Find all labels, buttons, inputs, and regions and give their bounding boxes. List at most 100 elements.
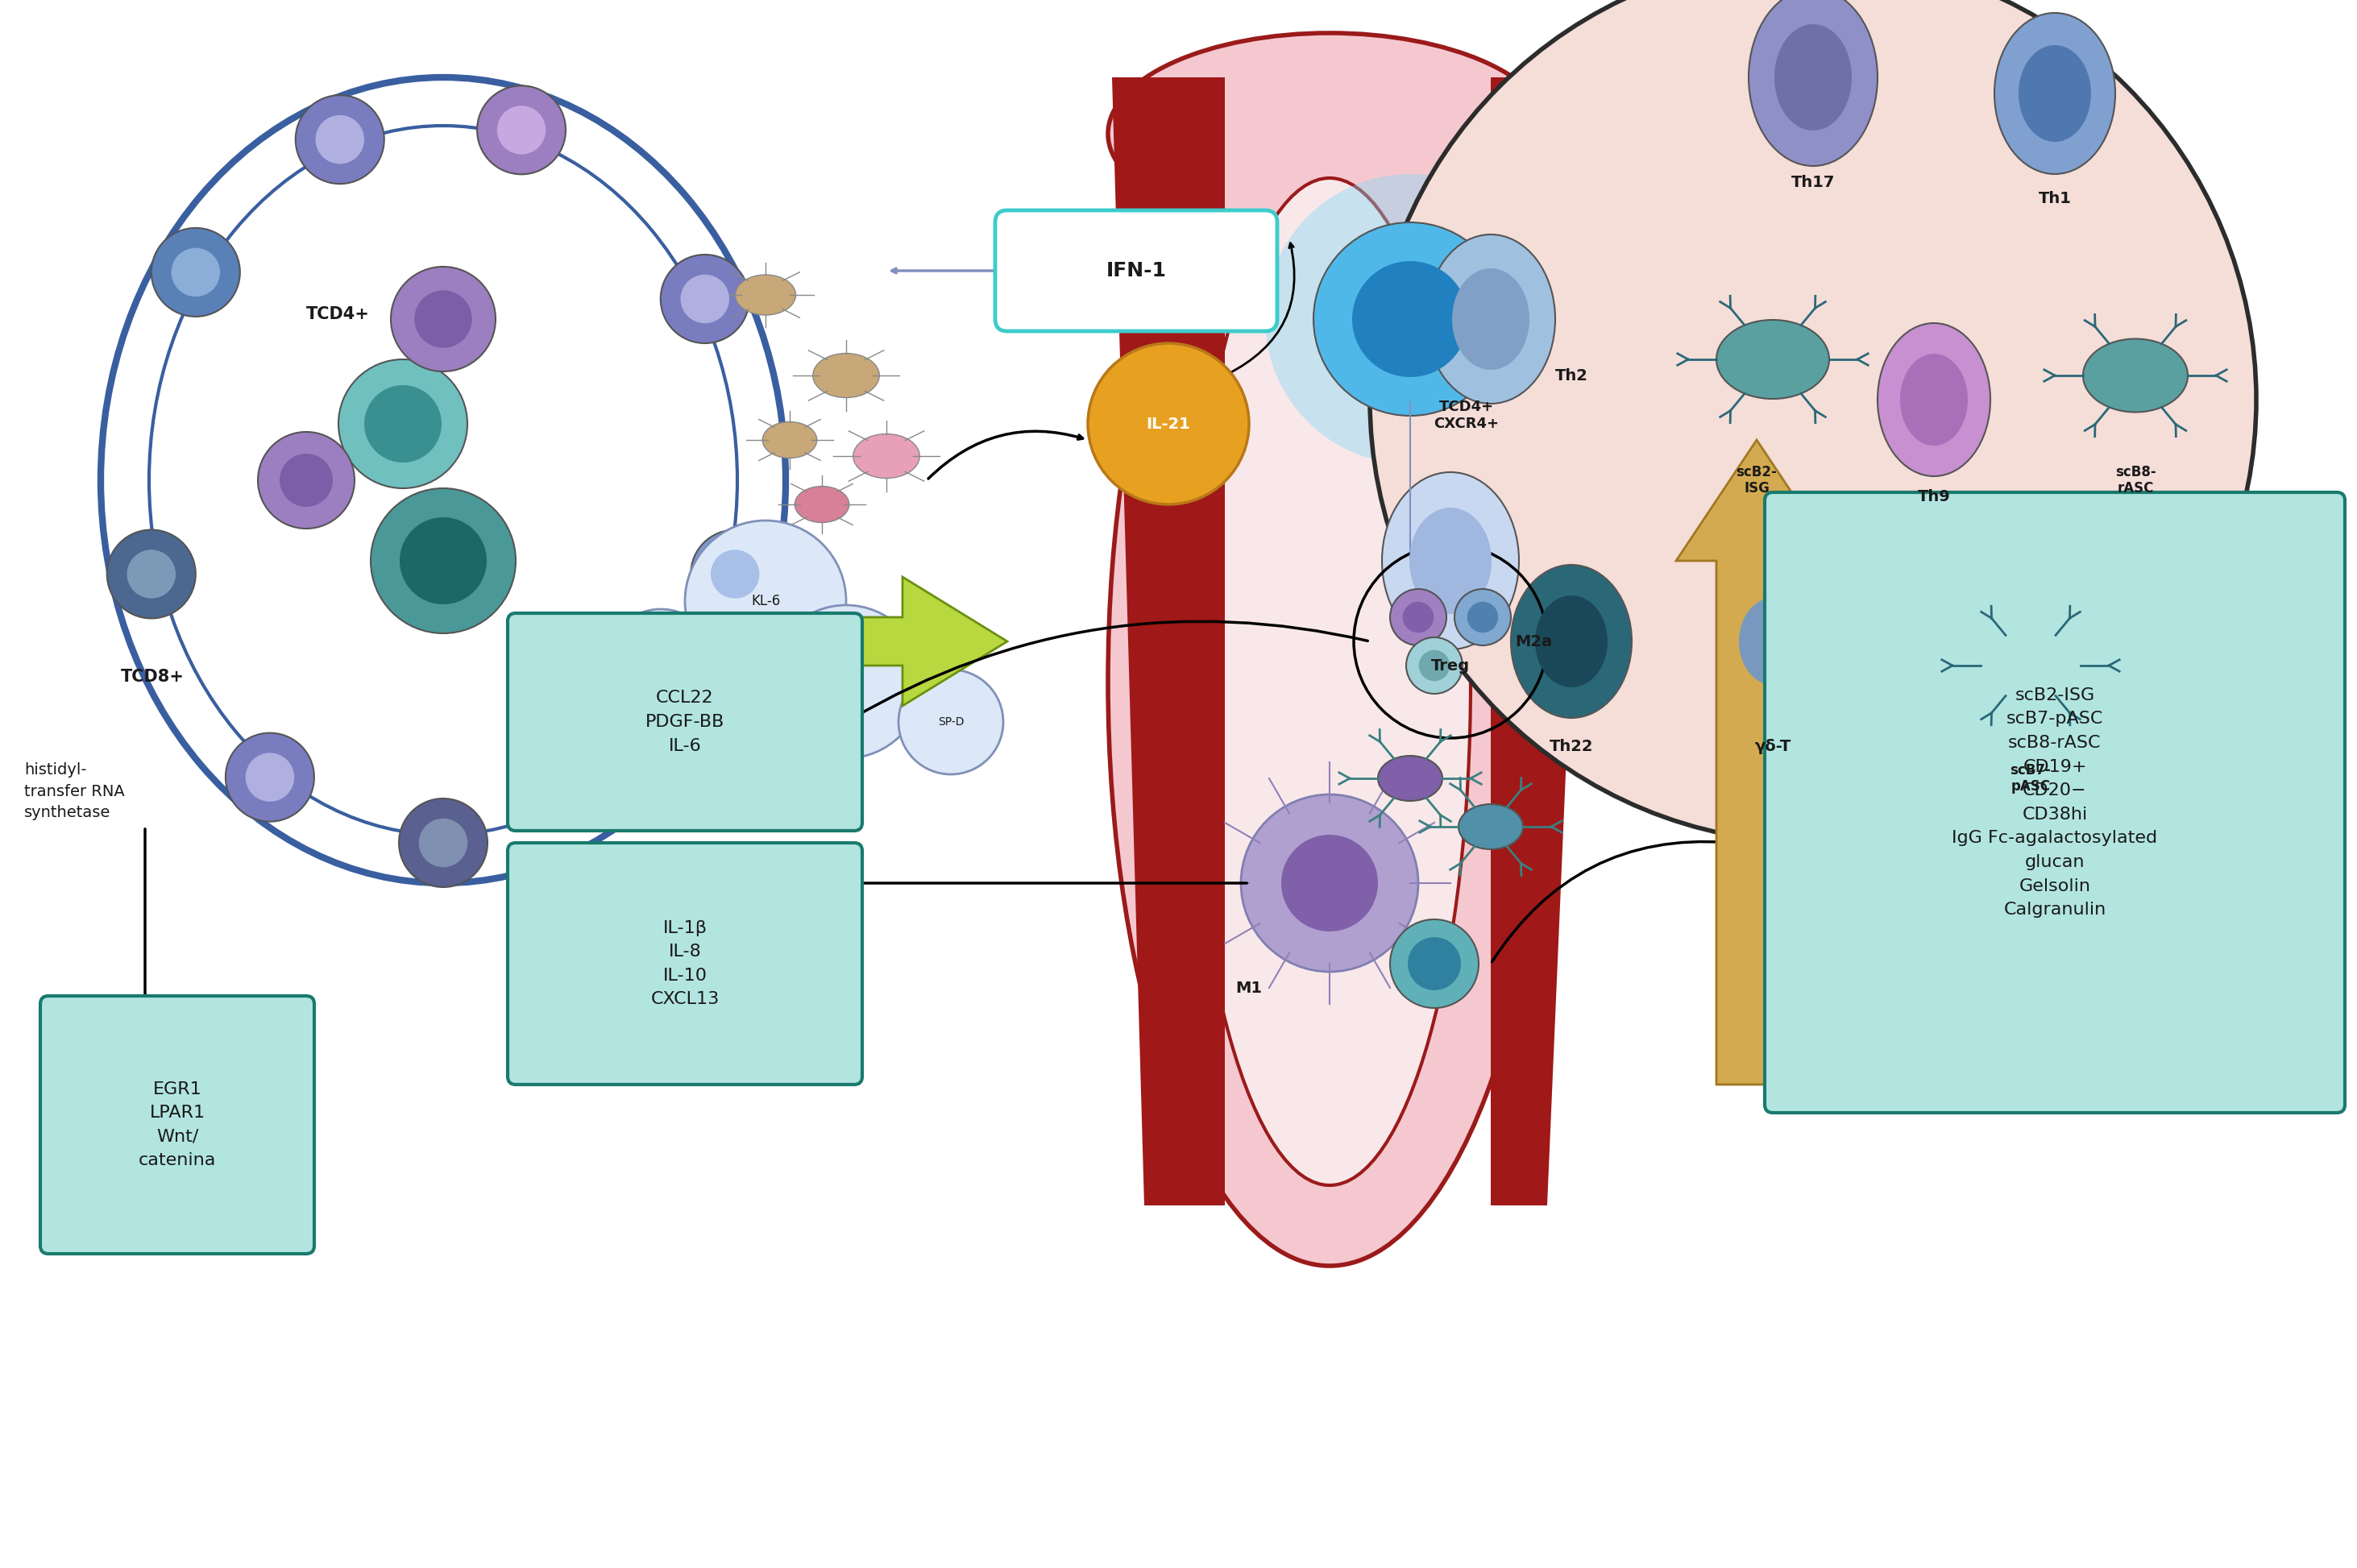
Text: TCD8+: TCD8+ <box>120 670 184 685</box>
Circle shape <box>712 550 759 599</box>
Polygon shape <box>1676 441 1836 1085</box>
Circle shape <box>339 359 467 488</box>
Text: Th2: Th2 <box>1556 368 1589 383</box>
Text: SP-D: SP-D <box>938 717 964 728</box>
FancyBboxPatch shape <box>507 844 863 1085</box>
Circle shape <box>1313 223 1506 416</box>
Circle shape <box>245 753 295 801</box>
Circle shape <box>280 453 332 506</box>
Circle shape <box>106 530 196 618</box>
Circle shape <box>1466 602 1499 633</box>
Ellipse shape <box>813 353 879 398</box>
Circle shape <box>415 290 471 348</box>
Circle shape <box>681 274 728 323</box>
Text: scB2-ISG
scB7-pASC
scB8-rASC
CD19+
CD20−
CD38hi
IgG Fc-agalactosylated
glucan
Ge: scB2-ISG scB7-pASC scB8-rASC CD19+ CD20−… <box>1952 687 2157 917</box>
FancyBboxPatch shape <box>507 613 863 831</box>
Text: IL-21: IL-21 <box>1146 416 1190 431</box>
Circle shape <box>295 96 384 183</box>
FancyBboxPatch shape <box>1765 492 2345 1113</box>
Circle shape <box>1240 795 1419 972</box>
Ellipse shape <box>1879 323 1989 477</box>
Ellipse shape <box>1994 13 2114 174</box>
Ellipse shape <box>1379 756 1442 801</box>
Ellipse shape <box>1108 97 1551 1265</box>
Text: Th22: Th22 <box>1549 739 1593 754</box>
Circle shape <box>226 732 313 822</box>
Circle shape <box>613 734 662 782</box>
Ellipse shape <box>148 125 738 834</box>
Ellipse shape <box>1459 804 1523 850</box>
Circle shape <box>686 521 846 682</box>
Circle shape <box>1089 343 1249 505</box>
Text: CCL22
PDGF-BB
IL-6: CCL22 PDGF-BB IL-6 <box>646 690 724 754</box>
Ellipse shape <box>1108 33 1551 235</box>
Circle shape <box>172 248 219 296</box>
Circle shape <box>365 386 441 463</box>
Polygon shape <box>1490 77 1596 1206</box>
Text: Th17: Th17 <box>1791 174 1836 190</box>
Circle shape <box>420 818 467 867</box>
Ellipse shape <box>735 274 797 315</box>
Circle shape <box>1282 834 1379 931</box>
Circle shape <box>898 670 1004 775</box>
Ellipse shape <box>1409 508 1492 615</box>
Text: scB8-
rASC: scB8- rASC <box>2114 464 2157 495</box>
Text: TCD4+
CXCR4+: TCD4+ CXCR4+ <box>1433 400 1499 431</box>
Ellipse shape <box>101 77 785 883</box>
Text: IFN-1: IFN-1 <box>1105 260 1167 281</box>
Circle shape <box>370 488 516 633</box>
Ellipse shape <box>1739 597 1805 685</box>
Circle shape <box>127 550 177 599</box>
Text: M1: M1 <box>1235 980 1263 996</box>
Ellipse shape <box>1980 630 2081 701</box>
Circle shape <box>1266 174 1556 464</box>
Text: SP-D: SP-D <box>648 660 674 671</box>
Ellipse shape <box>1900 354 1968 445</box>
Text: KL-6: KL-6 <box>832 674 860 688</box>
Circle shape <box>1454 590 1511 646</box>
Circle shape <box>1391 590 1447 646</box>
Circle shape <box>391 267 495 372</box>
FancyBboxPatch shape <box>995 210 1277 331</box>
Ellipse shape <box>1716 569 1829 713</box>
Circle shape <box>1369 0 2256 844</box>
Ellipse shape <box>853 434 919 478</box>
Text: TCD4+: TCD4+ <box>306 306 370 323</box>
Text: Th9: Th9 <box>1919 489 1949 503</box>
Ellipse shape <box>1775 24 1853 130</box>
Circle shape <box>1407 637 1464 693</box>
Circle shape <box>594 713 681 803</box>
Ellipse shape <box>1511 564 1631 718</box>
Circle shape <box>1391 919 1478 1008</box>
Text: IL-1β
IL-8
IL-10
CXCL13: IL-1β IL-8 IL-10 CXCL13 <box>651 920 719 1008</box>
Ellipse shape <box>1452 268 1530 370</box>
Circle shape <box>398 798 488 887</box>
Circle shape <box>603 608 717 721</box>
Polygon shape <box>1113 77 1226 1206</box>
Ellipse shape <box>1188 179 1471 1185</box>
Circle shape <box>476 86 566 174</box>
Circle shape <box>1419 651 1450 681</box>
Ellipse shape <box>764 422 818 458</box>
Text: Th1: Th1 <box>2039 191 2072 205</box>
Circle shape <box>1353 260 1468 376</box>
Text: histidyl-
transfer RNA
synthetase: histidyl- transfer RNA synthetase <box>24 762 125 820</box>
Ellipse shape <box>794 486 849 522</box>
Ellipse shape <box>1381 472 1518 649</box>
Ellipse shape <box>1749 0 1879 166</box>
Circle shape <box>691 530 780 618</box>
Text: scB7-
pASC: scB7- pASC <box>2011 762 2051 793</box>
Ellipse shape <box>1426 235 1556 403</box>
Circle shape <box>768 605 922 759</box>
Circle shape <box>1407 938 1461 991</box>
Ellipse shape <box>2084 339 2187 412</box>
Text: γδ-T: γδ-T <box>1754 739 1791 754</box>
Circle shape <box>660 254 750 343</box>
Circle shape <box>1402 602 1433 633</box>
Text: EGR1
LPAR1
Wnt/
catenina: EGR1 LPAR1 Wnt/ catenina <box>139 1080 217 1168</box>
Circle shape <box>497 105 547 154</box>
Circle shape <box>401 517 486 604</box>
Text: scB2-
ISG: scB2- ISG <box>1737 464 1777 495</box>
Ellipse shape <box>1534 596 1607 687</box>
Text: Treg: Treg <box>1431 659 1471 673</box>
